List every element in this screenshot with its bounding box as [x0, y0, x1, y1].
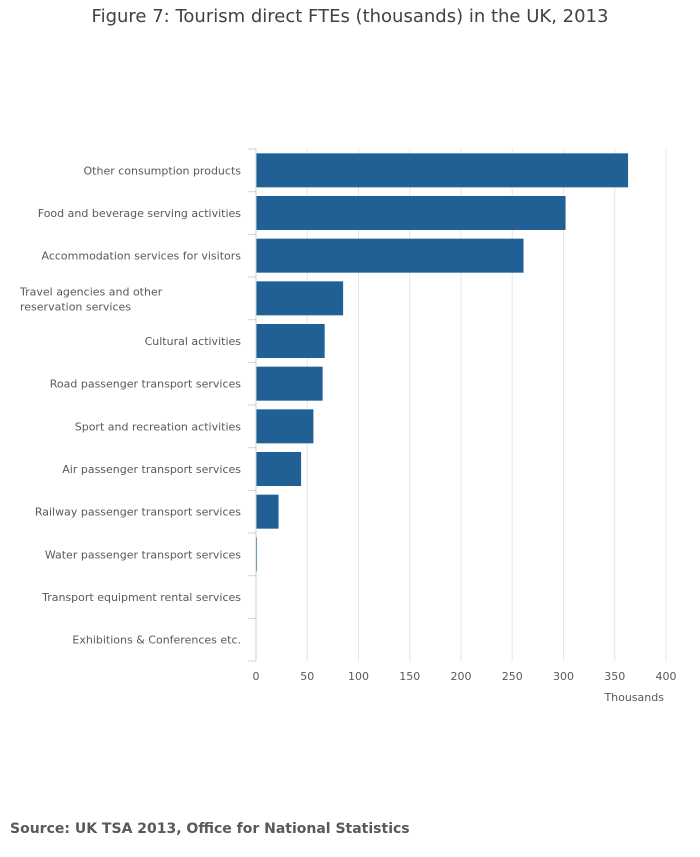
- category-label-3: Travel agencies and other reservation ser…: [19, 285, 163, 313]
- category-labels: Other consumption products Food and bever…: [19, 164, 241, 646]
- category-label-0: Other consumption products: [84, 164, 242, 177]
- bar-5: [256, 366, 323, 401]
- x-tick-label-250: 250: [502, 670, 523, 683]
- category-label-7: Air passenger transport services: [62, 463, 241, 476]
- category-label-11: Exhibitions & Conferences etc.: [72, 634, 241, 647]
- x-tick-label-50: 50: [300, 670, 314, 683]
- chart-title: Figure 7: Tourism direct FTEs (thousands…: [91, 6, 609, 27]
- axes: [248, 148, 257, 662]
- x-tick-label-150: 150: [399, 670, 420, 683]
- category-label-5: Road passenger transport services: [50, 378, 242, 391]
- x-tick-label-400: 400: [656, 670, 677, 683]
- category-label-2: Accommodation services for visitors: [41, 250, 241, 263]
- category-label-4: Cultural activities: [145, 335, 242, 348]
- category-label-6: Sport and recreation activities: [75, 420, 242, 433]
- x-tick-label-0: 0: [253, 670, 260, 683]
- category-label-9: Water passenger transport services: [45, 548, 241, 561]
- tick-labels: 0 50 100 150 200 250 300 350 400: [253, 670, 677, 683]
- category-label-10: Transport equipment rental services: [41, 591, 241, 604]
- bar-4: [256, 324, 325, 358]
- bar-9: [256, 537, 258, 572]
- bar-7: [256, 452, 302, 486]
- bar-3: [256, 281, 344, 316]
- bars: [256, 153, 629, 572]
- x-tick-label-200: 200: [451, 670, 472, 683]
- gridlines: [306, 149, 667, 661]
- category-label-1: Food and beverage serving activities: [38, 207, 242, 220]
- bar-6: [256, 409, 314, 444]
- bar-8: [256, 494, 279, 529]
- x-tick-label-300: 300: [553, 670, 574, 683]
- source-note: Source: UK TSA 2013, Office for National…: [10, 821, 410, 837]
- category-label-8: Railway passenger transport services: [35, 506, 241, 519]
- bar-1: [256, 196, 566, 230]
- x-axis-label: Thousands: [603, 691, 664, 704]
- bar-2: [256, 238, 524, 273]
- bar-0: [256, 153, 629, 188]
- x-tick-label-350: 350: [604, 670, 625, 683]
- x-tick-label-100: 100: [348, 670, 369, 683]
